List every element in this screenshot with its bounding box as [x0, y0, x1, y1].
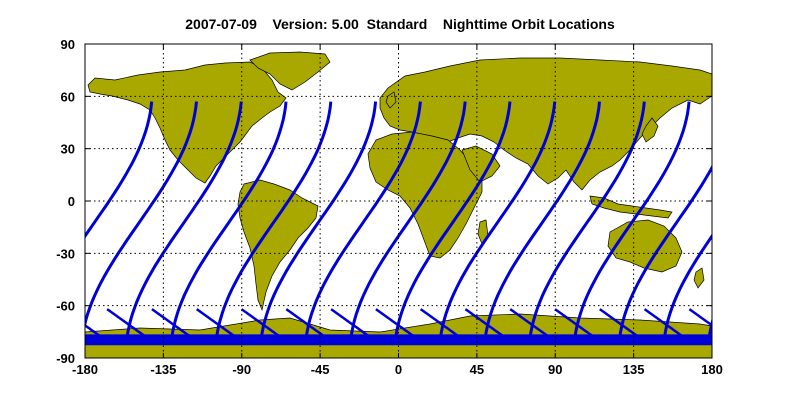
title-date: 2007-07-09	[185, 16, 257, 32]
orbit-track-ascending	[169, 101, 288, 345]
orbit-track-ascending	[214, 101, 333, 345]
lon-tick-label: 45	[470, 362, 484, 377]
lon-tick-label: 135	[623, 362, 645, 377]
lon-tick-label: -90	[232, 362, 251, 377]
map-title: 2007-07-09 Version: 5.00 Standard Nightt…	[0, 16, 800, 32]
grid-lines	[85, 44, 712, 358]
title-mode: Standard	[366, 16, 428, 32]
land-japan	[641, 117, 659, 143]
lat-tick-label: -90	[56, 351, 75, 366]
lon-tick-label: 180	[701, 362, 723, 377]
lat-tick-label: -60	[56, 299, 75, 314]
lon-tick-label: 90	[548, 362, 562, 377]
orbit-track-ascending	[259, 101, 378, 345]
orbit-track-ascending	[572, 101, 691, 345]
orbit-track-ascending	[124, 101, 243, 345]
lat-tick-label: 0	[68, 194, 75, 209]
axis-labels: -180 -135 -90 -45 0 45 90 135 180 90 60 30 0 -30 -60 -9…	[56, 37, 723, 377]
orbit-track-ascending	[662, 233, 712, 345]
orbit-track-ascending	[438, 101, 557, 345]
orbit-track-ascending	[303, 101, 422, 345]
title-subtitle: Nighttime Orbit Locations	[442, 16, 615, 32]
orbit-track-descending	[18, 309, 67, 344]
axis-ticks	[84, 43, 713, 359]
land-australia	[607, 219, 683, 273]
orbit-track-ascending	[348, 101, 467, 345]
orbit-track-descending	[734, 309, 783, 344]
land-indonesia	[589, 195, 673, 219]
orbit-track-ascending	[617, 164, 712, 345]
lat-tick-label: -30	[56, 246, 75, 261]
orbit-track-ascending	[85, 101, 154, 239]
land-new-zealand	[693, 267, 705, 289]
lon-tick-label: -135	[150, 362, 176, 377]
lat-tick-label: 60	[61, 89, 75, 104]
land-uk	[385, 91, 397, 109]
lat-tick-label: 90	[61, 37, 75, 52]
lon-tick-label: 0	[395, 362, 402, 377]
orbit-track-ascending	[85, 101, 198, 331]
lat-tick-label: 30	[61, 142, 75, 157]
orbit-track-descending	[688, 308, 712, 327]
land-greenland	[249, 51, 331, 91]
orbit-track-ascending	[483, 101, 601, 345]
title-version: Version: 5.00	[272, 16, 359, 32]
orbit-track-ascending	[393, 101, 512, 345]
orbit-track-ascending	[527, 101, 646, 345]
land-north-america	[87, 61, 287, 184]
lon-tick-label: -180	[72, 362, 98, 377]
lon-tick-label: -45	[311, 362, 330, 377]
orbit-track-ascending	[707, 317, 712, 345]
land-arabia	[461, 145, 501, 183]
land-south-america	[237, 179, 319, 312]
orbit-track-ascending	[753, 102, 800, 344]
